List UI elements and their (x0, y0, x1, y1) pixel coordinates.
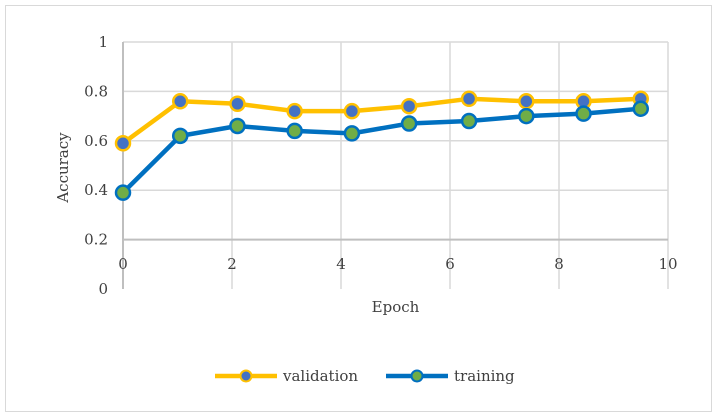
training-point (400, 115, 418, 132)
legend-item-validation: validation (215, 367, 358, 385)
series-training (114, 100, 649, 201)
tick-labels: 00.20.40.60.810 2 4 6 8 10 (84, 33, 677, 298)
training-point (114, 184, 132, 201)
y-tick-label: 0 (98, 280, 108, 298)
x-tick-label: 10 (658, 255, 677, 273)
y-tick-label: 1 (98, 33, 108, 51)
validation-point (400, 97, 418, 115)
training-point (575, 105, 592, 122)
y-tick-label: 0.4 (84, 181, 108, 199)
y-axis-label: Accuracy (54, 132, 72, 204)
legend-label: validation (282, 367, 358, 385)
legend-label: training (454, 367, 515, 385)
y-tick-label: 0.6 (84, 132, 108, 150)
y-tick-label: 0.2 (84, 231, 108, 249)
y-tick-label: 0.8 (84, 82, 108, 100)
validation-point (518, 93, 535, 110)
series-validation (114, 90, 649, 152)
axes (122, 42, 668, 289)
grid (123, 41, 669, 289)
validation-point (343, 102, 361, 120)
legend-swatch-marker (239, 369, 253, 383)
validation-line (121, 96, 641, 146)
validation-point (114, 135, 132, 152)
training-point (171, 127, 189, 145)
legend-swatch-marker (410, 369, 424, 383)
validation-point (171, 93, 189, 110)
x-tick-label: 2 (227, 255, 237, 273)
x-axis-label: Epoch (372, 298, 420, 316)
x-tick-label: 4 (336, 255, 346, 273)
training-point (460, 112, 478, 130)
series-group (114, 90, 649, 201)
training-point (343, 125, 361, 142)
x-tick-label: 6 (445, 255, 455, 273)
training-point (518, 107, 535, 125)
training-point (286, 122, 303, 140)
training-point (229, 117, 246, 135)
x-tick-label: 0 (118, 255, 128, 273)
validation-point (229, 95, 246, 112)
legend-item-training: training (386, 367, 515, 385)
validation-point (286, 102, 303, 120)
legend: validation training (215, 367, 515, 385)
training-line (121, 106, 641, 195)
training-point (632, 100, 649, 117)
validation-point (460, 90, 478, 108)
x-tick-label: 8 (554, 255, 564, 273)
